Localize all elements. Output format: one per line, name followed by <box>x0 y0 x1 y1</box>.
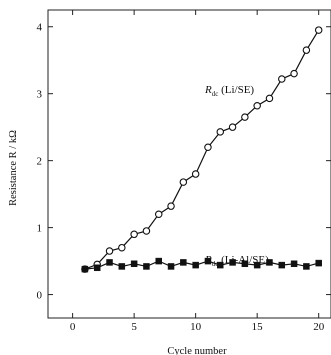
series-label-li-se: Rdc (Li/SE) <box>204 84 254 98</box>
series-1-point-3 <box>106 259 113 266</box>
series-1-point-13 <box>229 259 236 266</box>
axis-ticks: 0 5 10 15 20 0 1 2 3 4 <box>37 10 331 333</box>
series-0-point-5 <box>130 230 138 239</box>
series-1-point-12 <box>217 261 224 269</box>
series-1-point-10 <box>192 261 199 269</box>
series-1-point-8 <box>167 263 175 270</box>
series-0-point-6 <box>142 227 151 235</box>
series-1-point-2 <box>93 264 101 272</box>
x-axis-title: Cycle number <box>167 346 227 355</box>
series-label-li-se-main: R <box>204 84 212 96</box>
series-0-point-14 <box>241 113 249 121</box>
series-label-li-se-rest: (Li/SE) <box>218 84 254 96</box>
series-layer <box>81 26 323 273</box>
y-tick-label-3: 3 <box>37 89 43 101</box>
series-label-li-al-se-sub: dc <box>212 260 219 268</box>
series-0-point-16 <box>265 94 274 103</box>
series-label-li-al-se-rest: (Li-Al/SE) <box>218 254 269 266</box>
series-line-0 <box>84 29 320 270</box>
series-1-point-18 <box>290 260 298 268</box>
x-tick-label-15: 15 <box>252 321 264 333</box>
series-0-point-4 <box>118 243 126 252</box>
series-1-point-20 <box>315 259 322 267</box>
series-1-point-19 <box>303 263 310 270</box>
series-1-point-7 <box>155 257 162 265</box>
series-1-point-4 <box>118 263 126 270</box>
x-tick-label-0: 0 <box>70 321 76 333</box>
series-0-point-20 <box>314 26 323 34</box>
series-0-point-15 <box>253 101 261 110</box>
plot-frame <box>47 9 331 319</box>
series-0-point-18 <box>290 69 298 78</box>
series-0-point-19 <box>302 46 311 54</box>
series-0-point-9 <box>179 178 188 186</box>
y-tick-label-1: 1 <box>37 223 43 235</box>
series-0-point-17 <box>278 75 286 83</box>
series-0-point-12 <box>216 128 225 136</box>
y-axis-title: Resistance R / kΩ <box>8 130 19 206</box>
x-tick-label-10: 10 <box>190 321 202 333</box>
y-tick-label-4: 4 <box>37 22 43 34</box>
series-1-point-6 <box>143 263 150 270</box>
series-0-point-3 <box>105 247 114 255</box>
series-0-point-8 <box>167 202 175 210</box>
series-1-point-1 <box>81 265 89 273</box>
y-tick-label-2: 2 <box>37 156 43 168</box>
series-1-point-15 <box>253 261 261 269</box>
series-1-point-5 <box>130 260 138 268</box>
series-0-point-7 <box>154 210 163 218</box>
y-tick-label-0: 0 <box>37 290 43 302</box>
series-1-point-16 <box>266 259 273 266</box>
series-label-li-se-sub: dc <box>212 90 219 98</box>
series-1-point-11 <box>204 257 212 265</box>
series-1-point-9 <box>180 259 187 266</box>
x-tick-label-5: 5 <box>131 321 137 333</box>
series-1-point-17 <box>278 261 286 269</box>
series-1-point-14 <box>241 260 249 268</box>
series-0-point-11 <box>204 143 212 152</box>
x-tick-label-20: 20 <box>313 321 325 333</box>
series-0-point-13 <box>228 123 237 131</box>
series-0-point-10 <box>191 170 200 178</box>
series-label-li-al-se: Rdc (Li-Al/SE) <box>204 254 269 268</box>
series-label-li-al-se-main: R <box>204 254 212 266</box>
